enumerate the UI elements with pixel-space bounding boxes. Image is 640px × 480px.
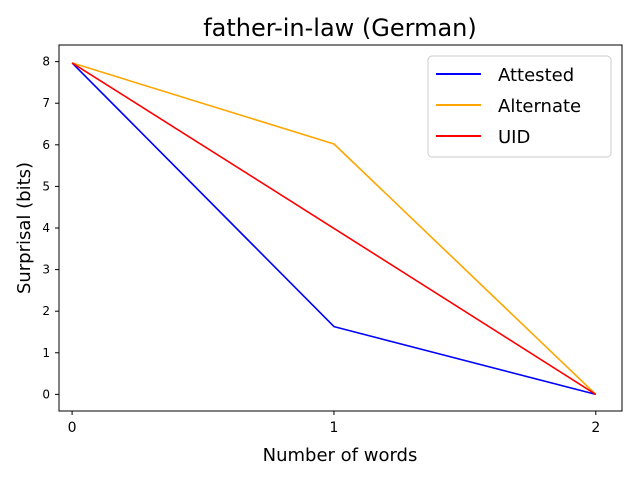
legend-label-attested: Attested [498,65,574,86]
x-tick-label: 0 [68,420,77,436]
x-axis: 0 1 2 [68,411,600,436]
y-tick-label: 2 [42,304,50,318]
series-line-alternate [71,62,597,395]
y-tick-label: 1 [42,346,50,360]
y-tick-label: 0 [42,387,50,401]
y-tick-label: 3 [42,263,50,277]
y-tick-label: 5 [42,179,50,193]
series-line-attested [71,62,597,396]
legend: Attested Alternate UID [427,55,612,158]
y-axis: 0 1 2 3 4 5 6 7 8 [42,55,59,401]
legend-label-uid: UID [498,127,530,148]
legend-box [427,55,612,158]
chart-title: father-in-law (German) [203,14,477,42]
y-tick-label: 8 [42,55,50,69]
legend-label-alternate: Alternate [498,96,581,117]
y-tick-label: 6 [42,138,50,152]
y-tick-label: 7 [42,96,50,110]
y-axis-label: Surprisal (bits) [14,162,35,294]
series-line-uid [71,62,597,396]
x-tick-label: 2 [591,420,600,436]
series-lines [71,62,597,396]
y-tick-label: 4 [42,221,50,235]
x-axis-label: Number of words [263,445,418,466]
x-tick-label: 1 [329,420,338,436]
